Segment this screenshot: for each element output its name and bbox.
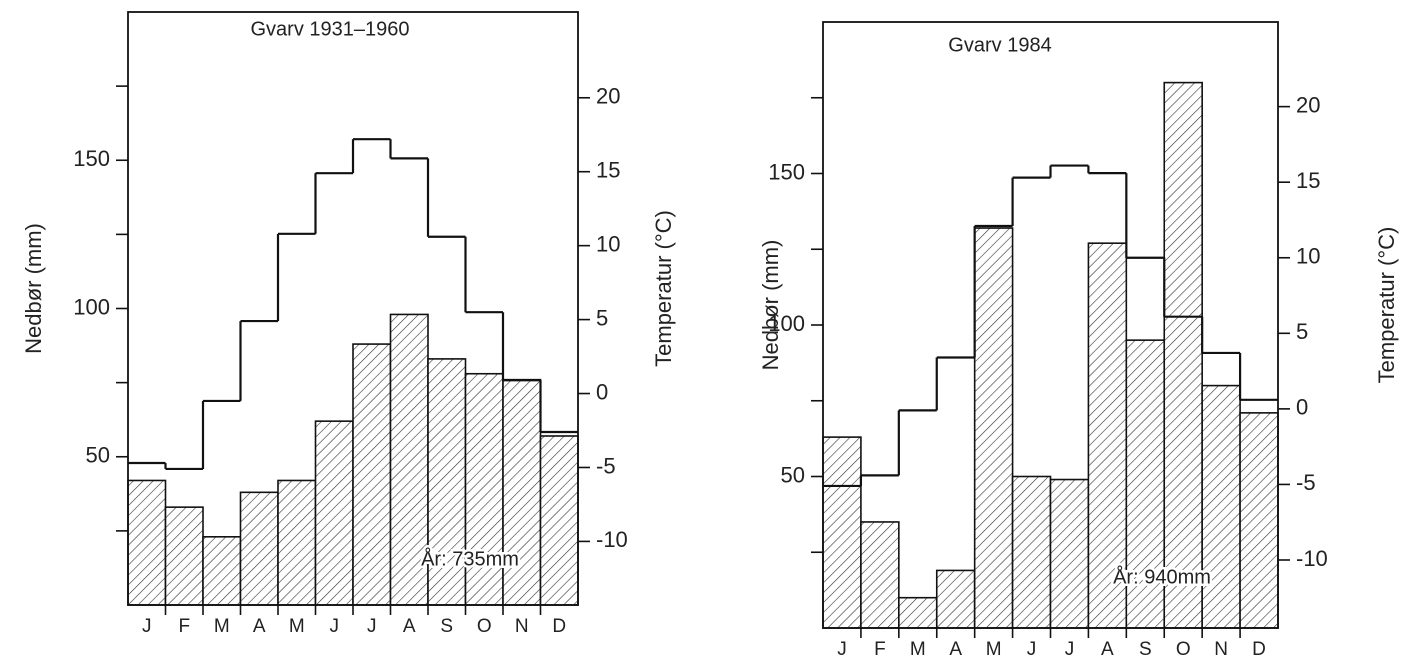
precipitation-bar bbox=[1163, 81, 1203, 629]
precipitation-bar bbox=[1125, 339, 1166, 629]
x-tick-label: A bbox=[949, 639, 962, 660]
y2-tick-label: -5 bbox=[1296, 470, 1316, 495]
x-tick-label: A bbox=[403, 616, 416, 637]
y2-tick-label: 15 bbox=[1296, 168, 1320, 193]
x-tick-label: J bbox=[367, 616, 377, 637]
precipitation-bar bbox=[314, 420, 354, 606]
annotation: År: 940mm bbox=[1113, 565, 1211, 588]
x-tick-label: M bbox=[214, 616, 230, 637]
x-tick-label: M bbox=[910, 639, 926, 660]
y2-tick-label: 5 bbox=[596, 305, 608, 330]
y-axis-label: Nedbør (mm) bbox=[21, 223, 46, 354]
y2-tick-label: 0 bbox=[1296, 395, 1308, 420]
precipitation-bar bbox=[502, 378, 542, 606]
precipitation-bar bbox=[1201, 384, 1241, 629]
x-tick-label: S bbox=[440, 616, 453, 637]
y-tick-label: 100 bbox=[73, 294, 110, 319]
y2-tick-label: 10 bbox=[1296, 244, 1320, 269]
precipitation-bar bbox=[277, 479, 317, 606]
y2-tick-label: 10 bbox=[596, 231, 620, 256]
y2-tick-label: -10 bbox=[596, 527, 628, 552]
climate-chart: 50 100 150 -10 -5 0 5 10 15 20 J F M A M J J A S O N D Gvarv 1… bbox=[758, 21, 1399, 660]
precipitation-bar bbox=[239, 491, 279, 606]
x-tick-label: A bbox=[253, 616, 266, 637]
y-tick-label: 100 bbox=[768, 311, 805, 336]
x-tick-label: N bbox=[1214, 639, 1228, 660]
precipitation-bar bbox=[1239, 412, 1279, 629]
x-tick-label: J bbox=[1065, 639, 1075, 660]
precipitation-bar bbox=[202, 536, 242, 606]
climate-chart: 50 100 150 -10 -5 0 5 10 15 20 J F M A M J J A S O N D Gvarv 1… bbox=[21, 11, 676, 637]
x-tick-label: F bbox=[178, 616, 190, 637]
precipitation-bar bbox=[127, 479, 167, 606]
y-tick-label: 50 bbox=[781, 462, 805, 487]
y2-tick-label: 20 bbox=[596, 84, 620, 109]
y2-tick-label: 15 bbox=[596, 158, 620, 183]
y-tick-label: 150 bbox=[73, 146, 110, 171]
precipitation-bar bbox=[860, 521, 900, 629]
chart-title: Gvarv 1984 bbox=[948, 34, 1051, 56]
x-tick-label: S bbox=[1139, 639, 1152, 660]
precipitation-bar bbox=[822, 436, 862, 629]
x-tick-label: D bbox=[552, 616, 566, 637]
x-tick-label: D bbox=[1252, 639, 1266, 660]
x-tick-label: O bbox=[477, 616, 492, 637]
precipitation-bar bbox=[973, 227, 1014, 629]
precipitation-bar bbox=[389, 313, 429, 606]
y2-axis-label: Temperatur (°C) bbox=[651, 210, 676, 367]
x-tick-label: J bbox=[142, 616, 152, 637]
x-tick-label: M bbox=[986, 639, 1002, 660]
y-tick-label: 150 bbox=[768, 159, 805, 184]
x-tick-label: F bbox=[874, 639, 886, 660]
precipitation-bar bbox=[352, 343, 392, 606]
x-tick-label: M bbox=[289, 616, 305, 637]
x-tick-label: J bbox=[330, 616, 340, 637]
precipitation-bar bbox=[164, 506, 204, 606]
chart-title: Gvarv 1931–1960 bbox=[250, 18, 409, 40]
precipitation-bar bbox=[898, 596, 938, 629]
precipitation-bar bbox=[1087, 242, 1128, 629]
precipitation-bar bbox=[539, 435, 579, 606]
y2-tick-label: 0 bbox=[596, 379, 608, 404]
x-tick-label: N bbox=[515, 616, 529, 637]
y-axis-label: Nedbør (mm) bbox=[758, 240, 783, 371]
precipitation-bar bbox=[1049, 478, 1090, 629]
x-tick-label: A bbox=[1101, 639, 1114, 660]
precipitation-bar bbox=[427, 358, 467, 606]
x-tick-label: O bbox=[1176, 639, 1191, 660]
precipitation-bar bbox=[1011, 475, 1052, 629]
y-tick-label: 50 bbox=[86, 443, 110, 468]
annotation: År: 735mm bbox=[421, 547, 519, 570]
y2-tick-label: 5 bbox=[1296, 319, 1308, 344]
y2-tick-label: -10 bbox=[1296, 546, 1328, 571]
y2-tick-label: -5 bbox=[596, 453, 616, 478]
precipitation-bar bbox=[464, 372, 504, 606]
y2-axis-label: Temperatur (°C) bbox=[1374, 227, 1399, 384]
x-tick-label: J bbox=[837, 639, 847, 660]
precipitation-bar bbox=[935, 569, 976, 629]
y2-tick-label: 20 bbox=[1296, 92, 1320, 117]
x-tick-label: J bbox=[1027, 639, 1037, 660]
